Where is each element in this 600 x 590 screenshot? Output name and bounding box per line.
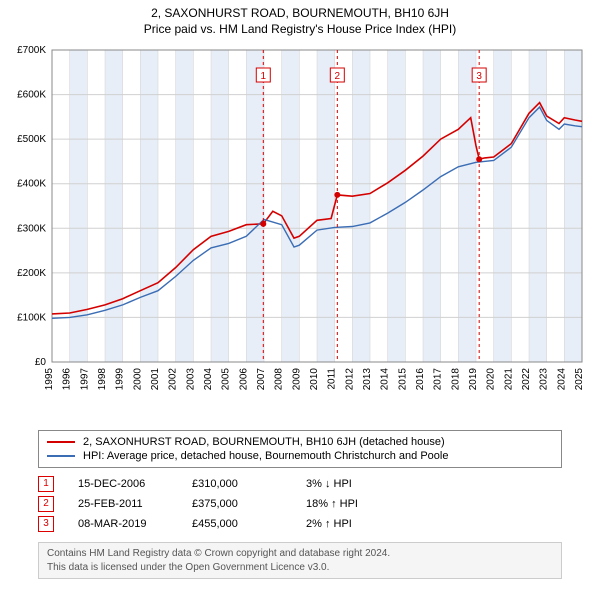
- svg-text:2002: 2002: [168, 368, 179, 391]
- svg-text:£0: £0: [35, 357, 47, 368]
- sale-date: 15-DEC-2006: [78, 478, 168, 490]
- sales-table: 1 15-DEC-2006 £310,000 3% ↓ HPI 2 25-FEB-2011…: [38, 474, 562, 534]
- svg-text:£500K: £500K: [17, 134, 46, 145]
- svg-text:£300K: £300K: [17, 223, 46, 234]
- svg-text:2013: 2013: [362, 368, 373, 391]
- svg-text:3: 3: [476, 71, 482, 82]
- page-subtitle: Price paid vs. HM Land Registry's House …: [8, 22, 592, 36]
- legend-swatch: [47, 441, 75, 443]
- svg-text:2017: 2017: [433, 368, 444, 391]
- legend: 2, SAXONHURST ROAD, BOURNEMOUTH, BH10 6J…: [38, 430, 562, 468]
- svg-text:1: 1: [261, 71, 267, 82]
- sale-marker-icon: 2: [38, 496, 54, 512]
- sale-delta: 2% ↑ HPI: [306, 518, 396, 530]
- svg-text:2011: 2011: [327, 368, 338, 390]
- svg-text:2025: 2025: [574, 368, 585, 391]
- svg-text:2019: 2019: [468, 368, 479, 391]
- svg-text:2020: 2020: [486, 368, 497, 391]
- svg-text:2000: 2000: [132, 368, 143, 391]
- sale-date: 08-MAR-2019: [78, 518, 168, 530]
- svg-text:1997: 1997: [79, 368, 90, 391]
- svg-text:2: 2: [335, 71, 341, 82]
- svg-text:2005: 2005: [221, 368, 232, 391]
- svg-text:2024: 2024: [556, 368, 567, 391]
- sale-price: £375,000: [192, 498, 282, 510]
- svg-text:2023: 2023: [539, 368, 550, 391]
- footer-line: Contains HM Land Registry data © Crown c…: [47, 547, 553, 561]
- attribution-footer: Contains HM Land Registry data © Crown c…: [38, 542, 562, 579]
- svg-text:2018: 2018: [450, 368, 461, 391]
- svg-text:2004: 2004: [203, 368, 214, 391]
- legend-label: 2, SAXONHURST ROAD, BOURNEMOUTH, BH10 6J…: [83, 436, 445, 448]
- sale-row: 1 15-DEC-2006 £310,000 3% ↓ HPI: [38, 474, 562, 494]
- legend-row: 2, SAXONHURST ROAD, BOURNEMOUTH, BH10 6J…: [47, 435, 553, 449]
- svg-text:£100K: £100K: [17, 312, 46, 323]
- svg-text:2021: 2021: [503, 368, 514, 391]
- price-chart: £0 £100K £200K £300K £400K £500K £600K £700K 199…: [8, 42, 592, 422]
- svg-text:2008: 2008: [274, 368, 285, 391]
- footer-line: This data is licensed under the Open Gov…: [47, 561, 553, 575]
- svg-text:2009: 2009: [291, 368, 302, 391]
- svg-text:2022: 2022: [521, 368, 532, 391]
- svg-text:2010: 2010: [309, 368, 320, 391]
- sale-date: 25-FEB-2011: [78, 498, 168, 510]
- sale-marker-icon: 1: [38, 476, 54, 492]
- sale-marker-icon: 3: [38, 516, 54, 532]
- svg-text:£700K: £700K: [17, 45, 46, 56]
- sale-row: 2 25-FEB-2011 £375,000 18% ↑ HPI: [38, 494, 562, 514]
- svg-text:1998: 1998: [97, 368, 108, 391]
- svg-text:2007: 2007: [256, 368, 267, 391]
- svg-text:2003: 2003: [185, 368, 196, 391]
- svg-text:2014: 2014: [380, 368, 391, 391]
- sale-row: 3 08-MAR-2019 £455,000 2% ↑ HPI: [38, 514, 562, 534]
- sale-delta: 18% ↑ HPI: [306, 498, 396, 510]
- svg-text:2015: 2015: [397, 368, 408, 391]
- svg-text:2006: 2006: [238, 368, 249, 391]
- svg-text:1995: 1995: [44, 368, 55, 391]
- sale-price: £310,000: [192, 478, 282, 490]
- chart-svg: £0 £100K £200K £300K £400K £500K £600K £700K 199…: [8, 42, 592, 422]
- legend-swatch: [47, 455, 75, 457]
- svg-text:2012: 2012: [344, 368, 355, 391]
- svg-text:£400K: £400K: [17, 179, 46, 190]
- page-title: 2, SAXONHURST ROAD, BOURNEMOUTH, BH10 6J…: [8, 6, 592, 20]
- svg-text:£200K: £200K: [17, 268, 46, 279]
- svg-text:2001: 2001: [150, 368, 161, 391]
- sale-price: £455,000: [192, 518, 282, 530]
- svg-text:1996: 1996: [62, 368, 73, 391]
- legend-label: HPI: Average price, detached house, Bour…: [83, 450, 448, 462]
- legend-row: HPI: Average price, detached house, Bour…: [47, 449, 553, 463]
- svg-text:2016: 2016: [415, 368, 426, 391]
- svg-text:1999: 1999: [115, 368, 126, 391]
- svg-text:£600K: £600K: [17, 90, 46, 101]
- sale-delta: 3% ↓ HPI: [306, 478, 396, 490]
